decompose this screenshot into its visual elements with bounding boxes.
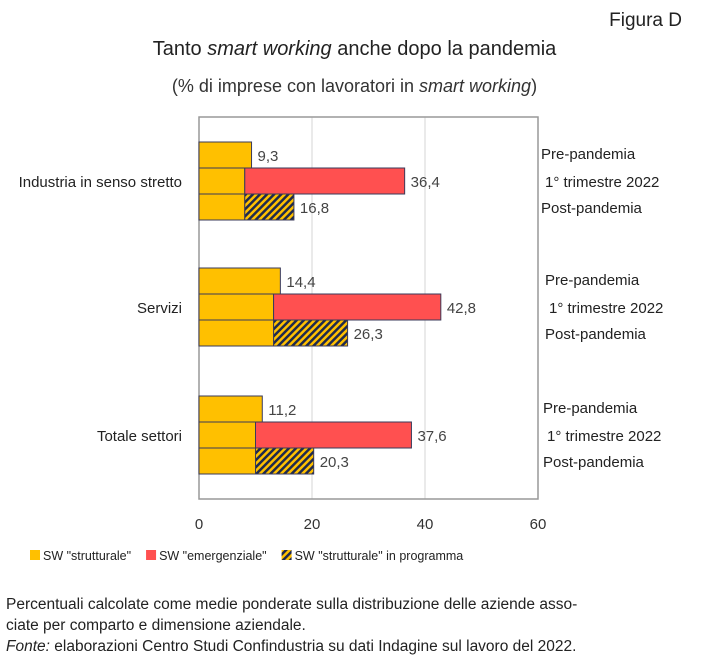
- title-text: Tanto: [152, 38, 208, 60]
- legend-swatch-strutturale: [30, 550, 40, 560]
- legend-label: SW "emergenziale": [159, 549, 267, 563]
- bar-period-label: Pre-pandemia: [541, 146, 636, 163]
- bar-segment-strutturale: [198, 167, 246, 195]
- data-label: 20,3: [320, 454, 349, 471]
- data-label: 11,2: [268, 402, 296, 419]
- category-label: Industria in senso stretto: [19, 174, 182, 191]
- x-tick-label: 20: [304, 516, 321, 533]
- data-label: 9,3: [258, 148, 279, 165]
- category-label: Totale settori: [97, 428, 182, 445]
- subtitle-italic: smart working: [419, 76, 532, 96]
- x-tick-label: 0: [195, 516, 203, 533]
- data-label: 36,4: [411, 174, 440, 191]
- chart-title: Tanto smart working anche dopo la pandem…: [0, 38, 709, 61]
- source-line: Fonte: elaborazioni Centro Studi Confind…: [6, 636, 577, 657]
- note-line: ciate per comparto e dimensione aziendal…: [6, 617, 306, 634]
- bar-period-label: Post-pandemia: [545, 326, 647, 343]
- x-tick-label: 60: [530, 516, 547, 533]
- bar-segment-emergenziale: [273, 293, 442, 321]
- data-label: 26,3: [354, 326, 383, 343]
- bar-segment-in_programma: [255, 447, 315, 475]
- bar-period-label: Post-pandemia: [543, 454, 645, 471]
- bar-period-label: Post-pandemia: [541, 200, 643, 217]
- data-label: 37,6: [417, 428, 446, 445]
- legend-label: SW "strutturale": [43, 549, 131, 563]
- chart-svg: 0 20 40 60 Industria in senso stretto 9,3 Pre-…: [19, 116, 663, 563]
- bar-segment-strutturale: [198, 193, 246, 221]
- bar-segment-in_programma: [273, 319, 349, 347]
- bar-period-label: 1° trimestre 2022: [545, 174, 659, 191]
- title-text: anche dopo la pandemia: [331, 38, 557, 60]
- subtitle-text: (% di imprese con lavoratori in: [171, 76, 420, 96]
- bar-period-label: 1° trimestre 2022: [547, 428, 661, 445]
- source-text: elaborazioni Centro Studi Confindustria …: [49, 638, 577, 655]
- category-label: Servizi: [137, 300, 182, 317]
- bar-period-label: Pre-pandemia: [543, 400, 638, 417]
- title-italic: smart working: [207, 38, 332, 60]
- figure-label: Figura D: [609, 10, 682, 31]
- bar-period-label: 1° trimestre 2022: [549, 300, 663, 317]
- legend-swatch-in_programma: [281, 550, 292, 560]
- source-label: Fonte:: [6, 638, 50, 655]
- data-label: 14,4: [286, 274, 315, 291]
- note-line: Percentuali calcolate come medie pondera…: [6, 596, 578, 613]
- data-label: 42,8: [447, 300, 476, 317]
- legend-swatch-emergenziale: [146, 550, 157, 560]
- bar-segment-emergenziale: [244, 167, 406, 195]
- data-label: 16,8: [300, 200, 329, 217]
- x-tick-label: 40: [417, 516, 434, 533]
- bar-segment-strutturale: [198, 267, 281, 295]
- bar-segment-strutturale: [198, 319, 275, 347]
- bar-segment-strutturale: [198, 395, 263, 423]
- bar-segment-strutturale: [198, 421, 256, 449]
- bar-period-label: Pre-pandemia: [545, 272, 640, 289]
- bar-segment-strutturale: [198, 293, 275, 321]
- legend-label: SW "strutturale" in programma: [295, 549, 464, 563]
- bar-segment-strutturale: [198, 141, 253, 169]
- chart-subtitle: (% di imprese con lavoratori in smart wo…: [0, 76, 709, 97]
- subtitle-text: ): [531, 76, 538, 96]
- notes: Percentuali calcolate come medie pondera…: [6, 594, 577, 657]
- bar-segment-strutturale: [198, 447, 256, 475]
- bar-segment-emergenziale: [255, 421, 412, 449]
- bar-segment-in_programma: [244, 193, 295, 221]
